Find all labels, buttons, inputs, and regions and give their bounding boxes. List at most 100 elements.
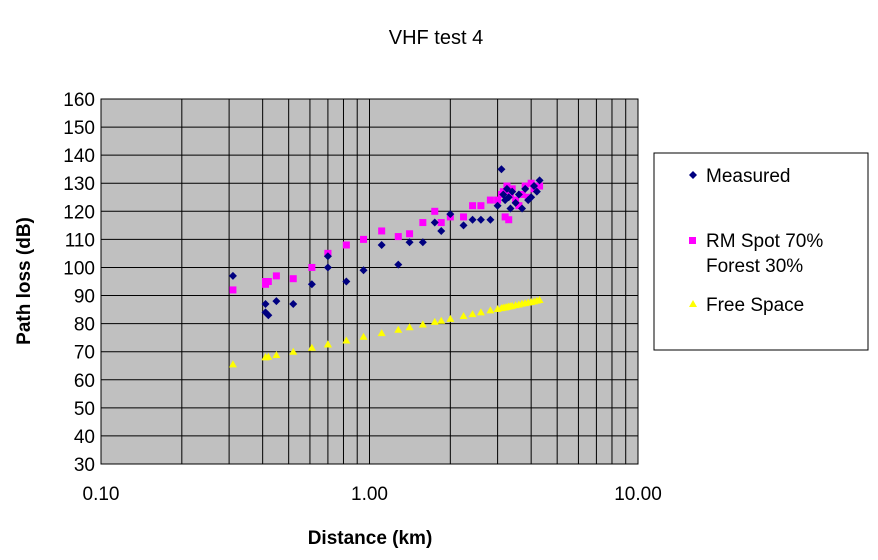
- y-tick-label: 80: [74, 315, 95, 336]
- legend-label-measured: Measured: [706, 166, 791, 187]
- free-space-point: [264, 352, 273, 360]
- measured-point: [511, 198, 520, 207]
- measured-point: [446, 210, 455, 219]
- measured-point: [342, 277, 351, 286]
- free-space-point: [289, 347, 298, 355]
- measured-point: [504, 193, 513, 202]
- rm-spot-point: [469, 202, 477, 210]
- rm-spot-point: [378, 227, 386, 235]
- measured-point: [323, 263, 332, 272]
- rm-spot-point: [308, 263, 316, 271]
- x-axis-label: Distance (km): [308, 528, 433, 549]
- y-tick-label: 120: [63, 202, 95, 223]
- free-space-point: [418, 320, 427, 328]
- data-points: [228, 165, 544, 368]
- measured-point: [272, 297, 281, 306]
- rm-spot-point: [477, 202, 485, 210]
- rm-spot-point: [229, 286, 237, 294]
- measured-point: [476, 215, 485, 224]
- x-tick-label: 0.10: [83, 484, 120, 505]
- measured-point: [502, 184, 511, 193]
- y-tick-label: 70: [74, 343, 95, 364]
- y-tick-label: 130: [63, 174, 95, 195]
- rm-spot-point: [460, 213, 468, 221]
- measured-point: [261, 299, 270, 308]
- free-space-point: [486, 306, 495, 314]
- y-tick-label: 40: [74, 427, 95, 448]
- measured-point: [418, 238, 427, 247]
- legend-label-free-space: Free Space: [706, 295, 804, 316]
- legend-label-rm-line1: RM Spot 70%: [706, 231, 823, 252]
- rm-spot-point: [527, 179, 535, 187]
- measured-point: [535, 176, 544, 185]
- measured-point: [289, 299, 298, 308]
- measured-point: [459, 221, 468, 230]
- rm-spot-point: [505, 216, 513, 224]
- rm-spot-point: [501, 213, 509, 221]
- measured-point: [307, 280, 316, 289]
- measured-point: [430, 218, 439, 227]
- legend-box: [653, 152, 869, 351]
- measured-point: [508, 187, 517, 196]
- y-tick-label: 110: [65, 230, 95, 251]
- y-axis-label: Path loss (dB): [14, 217, 35, 345]
- gridlines: [101, 99, 638, 464]
- free-space-point: [228, 360, 237, 368]
- rm-spot-point: [272, 272, 280, 280]
- measured-point: [521, 184, 530, 193]
- free-space-point: [272, 351, 281, 359]
- rm-spot-point: [289, 275, 297, 283]
- free-space-point: [446, 314, 455, 322]
- x-tick-labels: 0.10 1.00 10.00: [83, 484, 662, 505]
- y-tick-label: 100: [63, 258, 95, 279]
- measured-point: [377, 241, 386, 249]
- legend-marker-free-space: [689, 300, 697, 307]
- y-tick-label: 150: [63, 118, 95, 139]
- measured-point: [323, 252, 332, 261]
- y-tick-label: 50: [74, 399, 95, 420]
- measured-point: [530, 182, 539, 191]
- rm-spot-point: [486, 196, 494, 204]
- legend: Measured RM Spot 70% Forest 30% Free Spa…: [653, 152, 869, 351]
- rm-spot-point: [419, 219, 427, 227]
- measured-point: [506, 204, 515, 213]
- free-space-point: [459, 312, 468, 320]
- free-space-point: [437, 316, 446, 324]
- y-tick-label: 160: [63, 90, 95, 111]
- rm-spot-point: [394, 233, 402, 241]
- measured-point: [493, 201, 502, 210]
- rm-spot-point: [264, 278, 272, 285]
- rm-spot-point: [515, 202, 523, 210]
- measured-point: [514, 190, 523, 199]
- rm-spot-point: [431, 207, 439, 215]
- free-space-point: [323, 340, 332, 348]
- y-tick-label: 60: [74, 371, 95, 392]
- rm-spot-point: [506, 190, 514, 198]
- measured-point: [518, 204, 527, 213]
- y-tick-label: 140: [63, 146, 95, 167]
- measured-point: [264, 311, 273, 320]
- free-space-point: [430, 317, 439, 325]
- measured-point: [405, 238, 414, 247]
- x-tick-label: 10.00: [614, 484, 662, 505]
- legend-marker-rm: [689, 237, 696, 244]
- free-space-point: [468, 310, 477, 318]
- y-tick-label: 30: [74, 455, 95, 476]
- y-tick-labels: 30 40 50 60 70 80 90 100 110 120 130 140 150 160: [63, 90, 95, 476]
- free-space-point: [359, 332, 368, 340]
- measured-point: [228, 271, 237, 280]
- legend-label-rm-line2: Forest 30%: [706, 256, 803, 277]
- measured-point: [394, 260, 403, 269]
- free-space-point: [307, 343, 316, 351]
- free-space-point: [535, 296, 544, 304]
- rm-spot-point: [342, 241, 350, 249]
- rm-spot-point: [406, 230, 414, 238]
- free-space-point: [342, 336, 351, 344]
- free-space-point: [377, 329, 386, 337]
- rm-spot-point: [494, 196, 502, 204]
- measured-point: [359, 266, 368, 275]
- rm-spot-point: [536, 182, 544, 190]
- chart-title: VHF test 4: [389, 27, 483, 49]
- measured-point: [486, 215, 495, 224]
